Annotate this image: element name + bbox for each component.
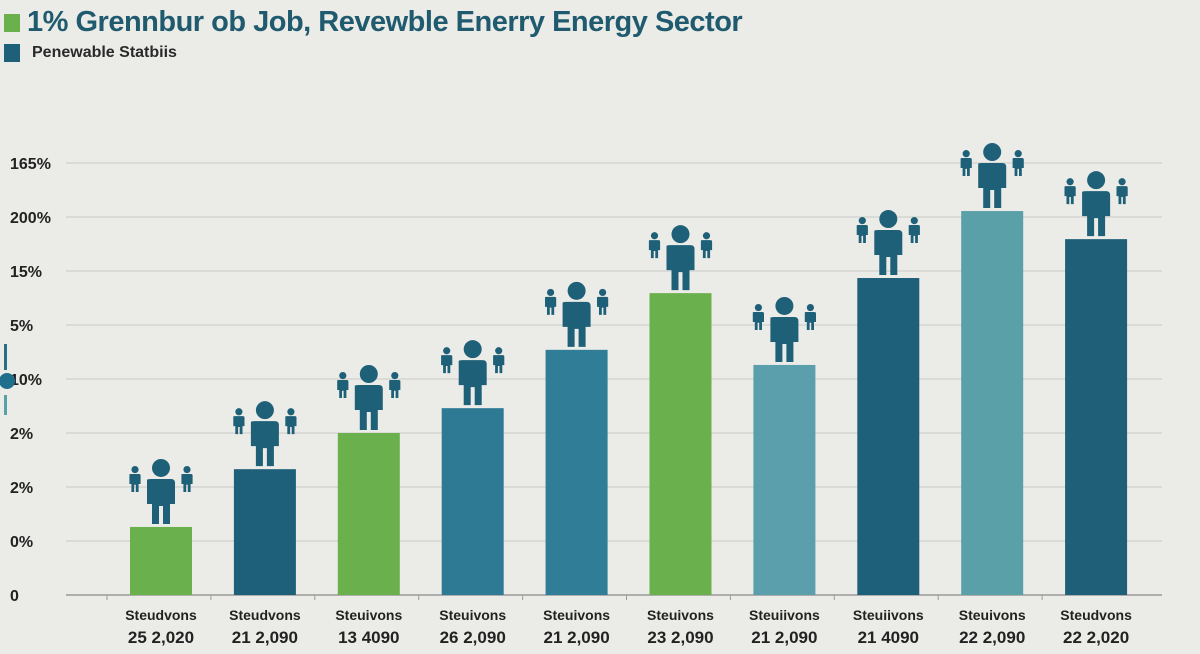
x-tick-sublabel: 25 2,020 (128, 628, 194, 647)
person-icon (441, 347, 453, 374)
legend-item-title: 1% Grennbur ob Job, Revewble Enerry Ener… (4, 6, 743, 39)
x-tick-label: Steudvons (125, 607, 197, 623)
bar (1065, 239, 1128, 595)
x-tick-sublabel: 21 4090 (858, 628, 919, 647)
person-icon (354, 365, 383, 430)
slider-handle (0, 373, 15, 389)
person-icon (458, 340, 487, 406)
legend-item-series: Penewable Statbiis (4, 44, 177, 62)
person-icon (562, 281, 591, 347)
bar (649, 293, 712, 595)
y-tick-label: 10% (10, 372, 42, 389)
y-tick-label: 165% (10, 156, 51, 173)
bar (753, 364, 816, 595)
x-tick-label: Steuiivons (853, 607, 924, 623)
x-tick-sublabel: 26 2,090 (440, 628, 506, 647)
y-tick-label: 2% (10, 480, 33, 497)
x-tick-label: Steuivons (335, 607, 402, 623)
y-tick-label: 200% (10, 210, 51, 227)
x-tick-sublabel: 21 2,090 (232, 628, 298, 647)
person-icon (233, 408, 245, 435)
person-icon (1064, 178, 1076, 205)
bar (441, 408, 504, 595)
person-icon (856, 217, 868, 244)
person-icon (648, 232, 661, 259)
x-tick-label: Steudvons (229, 607, 301, 623)
person-icon (908, 217, 920, 244)
person-icon (129, 465, 141, 492)
person-icon (666, 225, 695, 291)
y-tick-label: 0 (10, 588, 19, 605)
x-tick-label: Steuiivons (749, 607, 820, 623)
axis-slider-decoration (0, 344, 15, 415)
person-icon (804, 303, 816, 330)
person-icon (389, 372, 401, 398)
x-tick-label: Steuivons (647, 607, 714, 623)
person-icon (545, 288, 557, 315)
y-tick-label: 2% (10, 426, 33, 443)
x-tick-sublabel: 22 2,090 (959, 628, 1025, 647)
x-tick-sublabel: 22 2,020 (1063, 628, 1129, 647)
person-icon (147, 458, 175, 524)
x-tick-label: Steuivons (959, 607, 1026, 623)
bar (961, 211, 1024, 595)
legend-swatch-green (4, 13, 20, 32)
person-icon (1012, 150, 1024, 177)
x-tick-label: Steudvons (1060, 607, 1132, 623)
person-icon (181, 465, 193, 492)
person-icon (493, 347, 505, 374)
bar (545, 349, 608, 595)
y-tick-label: 0% (10, 534, 33, 551)
x-tick-sublabel: 13 4090 (338, 628, 399, 647)
bar (337, 433, 400, 595)
bar (857, 278, 920, 595)
y-tick-label: 5% (10, 318, 33, 335)
person-icon (752, 303, 764, 330)
y-tick-label: 15% (10, 264, 42, 281)
legend-swatch-blue (4, 44, 20, 62)
person-icon (770, 296, 799, 362)
person-icon (285, 408, 297, 435)
person-icon (874, 210, 903, 276)
slider-track-bottom (4, 395, 7, 415)
person-icon (337, 372, 349, 398)
person-icon (978, 143, 1007, 209)
person-icon (250, 401, 279, 467)
person-icon (960, 150, 972, 177)
bar (233, 469, 296, 595)
person-icon (700, 232, 713, 259)
x-tick-label: Steuivons (543, 607, 610, 623)
slider-track-top (4, 344, 7, 370)
person-icon (1082, 171, 1111, 237)
legend-label: Penewable Statbiis (32, 44, 177, 61)
x-tick-sublabel: 21 2,090 (544, 628, 610, 647)
chart-title: 1% Grennbur ob Job, Revewble Enerry Ener… (27, 6, 743, 38)
x-tick-sublabel: 21 2,090 (751, 628, 817, 647)
x-tick-sublabel: 23 2,090 (647, 628, 713, 647)
person-icon (1116, 178, 1128, 205)
person-icon (597, 288, 609, 315)
bar (130, 526, 192, 595)
x-tick-label: Steuivons (439, 607, 506, 623)
